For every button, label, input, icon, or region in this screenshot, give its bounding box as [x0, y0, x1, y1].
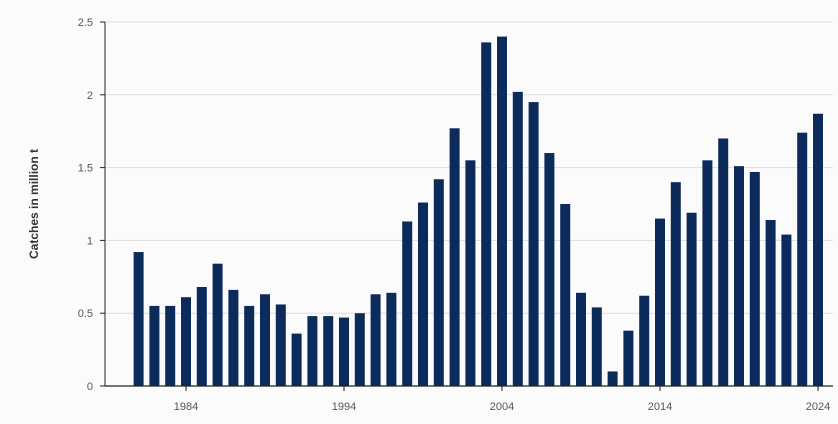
- bar: [260, 294, 270, 386]
- x-ticks: 1984 1994 2004 2014 2024: [174, 386, 830, 413]
- bar: [560, 204, 571, 386]
- bar: [702, 160, 713, 386]
- y-axis-title: Catches in million t: [27, 149, 41, 259]
- bar: [576, 292, 586, 386]
- y-ticks: 0 0.5 1 1.5 2 2.5: [78, 17, 105, 393]
- bar: [781, 234, 792, 386]
- bar: [228, 289, 239, 386]
- bar: [749, 171, 760, 386]
- bar: [244, 305, 255, 386]
- bar: [797, 132, 808, 386]
- y-tick-label: 2: [87, 90, 93, 102]
- bar: [275, 304, 286, 386]
- bar: [291, 333, 302, 386]
- x-tick-label: 2024: [806, 401, 830, 413]
- x-tick-label: 1994: [332, 401, 356, 413]
- bar: [591, 307, 602, 386]
- x-tick-label: 2004: [490, 401, 514, 413]
- y-tick-label: 1.5: [78, 163, 93, 175]
- y-tick-label: 1: [87, 235, 93, 247]
- axes: [104, 22, 833, 387]
- y-tick-label: 0: [87, 381, 93, 393]
- bar: [734, 166, 744, 386]
- bar: [497, 36, 507, 387]
- bar: [307, 316, 318, 386]
- bar: [718, 138, 729, 386]
- bar: [528, 102, 539, 386]
- bar: [607, 371, 618, 386]
- bar: [655, 218, 665, 386]
- y-tick-label: 2.5: [78, 17, 93, 29]
- bar: [449, 128, 460, 386]
- x-tick-label: 1984: [174, 401, 198, 413]
- bar: [323, 316, 334, 386]
- bar: [623, 330, 634, 386]
- x-tick-label: 2014: [648, 401, 672, 413]
- bar: [670, 182, 681, 386]
- bar: [402, 221, 413, 386]
- bar: [370, 294, 381, 386]
- bar: [433, 179, 444, 386]
- bars: [133, 36, 823, 387]
- bar: [149, 305, 160, 386]
- bar: [212, 263, 223, 386]
- bar: [813, 113, 823, 386]
- bar: [544, 153, 555, 386]
- bar: [133, 252, 144, 386]
- bar: [386, 292, 397, 386]
- bar: [354, 313, 365, 386]
- bar: [639, 295, 650, 386]
- bar: [512, 91, 523, 386]
- bar: [339, 317, 349, 386]
- bar: [196, 286, 207, 386]
- bar: [686, 212, 697, 386]
- bar: [418, 202, 428, 386]
- bar: [165, 305, 176, 386]
- bar: [465, 160, 476, 386]
- y-tick-label: 0.5: [78, 308, 93, 320]
- bar: [181, 297, 191, 386]
- bar: [765, 220, 776, 386]
- bar: [481, 42, 492, 386]
